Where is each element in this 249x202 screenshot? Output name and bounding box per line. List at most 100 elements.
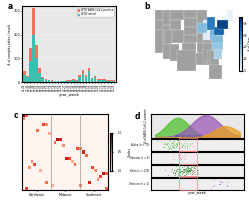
Point xyxy=(181,143,185,146)
Point xyxy=(181,159,185,162)
Point xyxy=(209,187,213,190)
Bar xyxy=(106,80,109,81)
Point xyxy=(177,141,181,144)
Point xyxy=(168,139,172,142)
Point xyxy=(180,166,184,169)
Point xyxy=(178,173,182,176)
Point xyxy=(172,142,176,146)
Point xyxy=(185,171,189,174)
Polygon shape xyxy=(170,20,181,30)
Bar xyxy=(57,81,60,82)
Point xyxy=(187,166,190,169)
Polygon shape xyxy=(155,30,163,53)
Bar xyxy=(179,151,197,164)
Polygon shape xyxy=(155,10,163,20)
Bar xyxy=(91,78,93,82)
Point xyxy=(181,143,185,147)
Point xyxy=(181,143,185,146)
Point xyxy=(186,169,190,172)
Point xyxy=(172,146,176,149)
Point xyxy=(169,161,173,164)
Bar xyxy=(179,177,197,190)
Point xyxy=(190,165,194,168)
Bar xyxy=(97,80,100,82)
Bar xyxy=(35,58,38,82)
Point xyxy=(162,145,166,148)
Point xyxy=(177,146,181,149)
Point xyxy=(171,153,175,156)
Point xyxy=(174,143,178,146)
Bar xyxy=(38,68,41,73)
Polygon shape xyxy=(165,30,172,44)
Bar xyxy=(85,75,87,77)
Point xyxy=(225,183,229,186)
Point xyxy=(176,153,180,156)
Point xyxy=(179,157,183,160)
Y-axis label: # of SARS-CoV-2 variants: # of SARS-CoV-2 variants xyxy=(144,109,148,143)
Point xyxy=(173,172,177,175)
Bar xyxy=(66,80,69,81)
Point xyxy=(177,152,181,156)
Polygon shape xyxy=(197,42,207,53)
Bar xyxy=(51,80,53,81)
Bar xyxy=(69,81,72,82)
Point xyxy=(171,142,175,145)
Bar xyxy=(54,81,57,82)
Point xyxy=(170,143,174,146)
Point xyxy=(190,172,194,175)
Polygon shape xyxy=(207,49,214,65)
Point xyxy=(172,168,176,172)
Bar xyxy=(103,79,106,80)
Polygon shape xyxy=(210,30,217,40)
Point xyxy=(180,172,184,175)
Point xyxy=(219,181,223,184)
Point xyxy=(172,145,176,148)
Polygon shape xyxy=(209,65,222,79)
Point xyxy=(177,170,181,174)
Point xyxy=(188,168,192,171)
Point xyxy=(178,156,182,159)
Point xyxy=(172,145,176,148)
Polygon shape xyxy=(163,44,172,59)
Point xyxy=(192,166,196,170)
Point xyxy=(167,146,171,149)
Bar xyxy=(60,81,62,82)
Bar xyxy=(66,81,69,82)
Point xyxy=(191,171,195,175)
Point xyxy=(185,144,189,148)
Polygon shape xyxy=(170,44,179,61)
Point xyxy=(186,169,190,173)
Text: Delta (n = 219): Delta (n = 219) xyxy=(130,169,149,173)
Point xyxy=(181,170,185,174)
Point xyxy=(171,139,175,143)
Bar xyxy=(100,80,103,82)
Point xyxy=(182,169,186,173)
Point xyxy=(172,168,176,171)
Point xyxy=(220,180,224,184)
Polygon shape xyxy=(203,36,217,42)
Point xyxy=(189,166,193,169)
Point xyxy=(179,158,183,161)
Bar xyxy=(45,80,47,82)
Bar xyxy=(94,76,96,78)
Point xyxy=(161,145,165,149)
Point xyxy=(167,143,171,146)
Point xyxy=(175,167,179,170)
Point xyxy=(186,166,190,169)
Point xyxy=(177,142,181,146)
Polygon shape xyxy=(203,42,217,50)
Bar xyxy=(75,81,78,82)
Point xyxy=(165,141,169,144)
Polygon shape xyxy=(210,50,219,68)
Bar xyxy=(23,71,26,75)
Polygon shape xyxy=(225,15,228,23)
Bar xyxy=(29,61,32,82)
Point xyxy=(182,167,186,171)
Point xyxy=(177,142,181,146)
Point xyxy=(186,168,190,171)
Polygon shape xyxy=(182,42,196,52)
Point xyxy=(212,183,216,187)
Bar xyxy=(48,80,50,82)
Point xyxy=(180,144,184,147)
Point xyxy=(180,156,184,159)
